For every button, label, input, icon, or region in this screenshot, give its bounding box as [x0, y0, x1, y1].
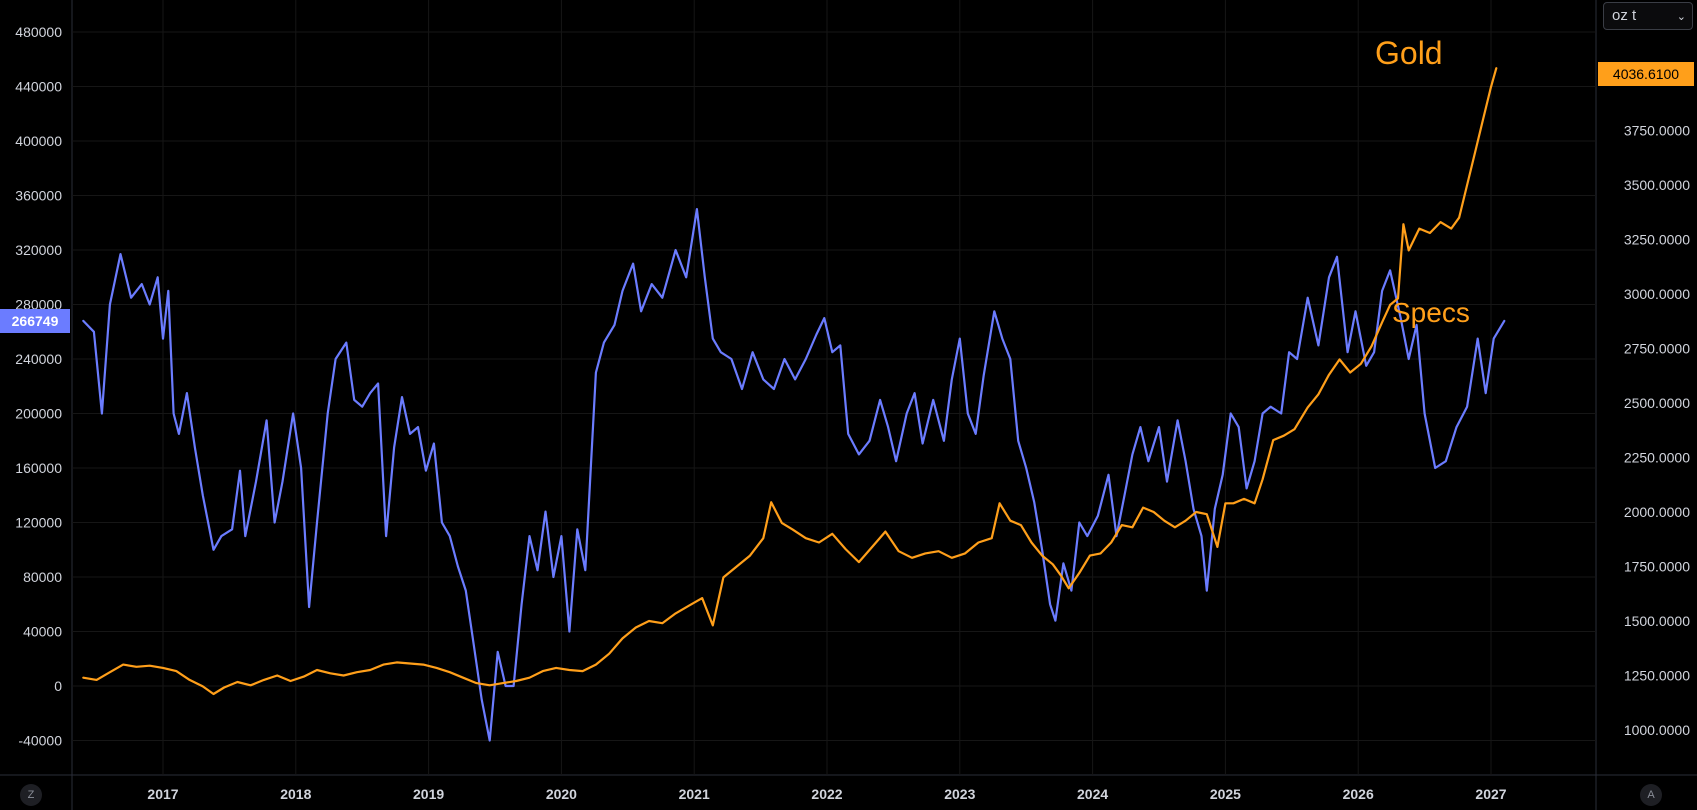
plot-area [82, 67, 1506, 742]
price-unit-label: oz t [1612, 7, 1637, 24]
left-axis-tick-label: 120000 [15, 515, 62, 531]
specs-last-value-bg [0, 309, 70, 333]
right-axis-tick-label: 3000.0000 [1624, 286, 1690, 302]
x-axis-tick-label: 2025 [1210, 786, 1241, 802]
left-axis-tick-label: 80000 [23, 569, 62, 585]
x-axis[interactable]: 2017 2018 2019 2020 2021 2022 2023 2024 2025 2026… [147, 786, 1506, 802]
x-axis-tick-label: 2017 [147, 786, 178, 802]
right-axis-tick-label: 1500.0000 [1624, 613, 1690, 629]
left-axis-tick-label: 160000 [15, 460, 62, 476]
left-axis-tick-label: 440000 [15, 79, 62, 95]
left-axis-tick-label: -40000 [18, 733, 62, 749]
x-axis-tick-label: 2020 [546, 786, 577, 802]
right-axis-tick-label: 3250.0000 [1624, 232, 1690, 248]
right-axis-tick-label: 1250.0000 [1624, 668, 1690, 684]
right-axis-tick-label: 2500.0000 [1624, 395, 1690, 411]
x-axis-tick-label: 2019 [413, 786, 444, 802]
x-axis-tick-label: 2023 [944, 786, 975, 802]
right-axis-tick-label: 2750.0000 [1624, 341, 1690, 357]
left-axis-tick-label: 0 [54, 678, 62, 694]
chevron-down-icon: ⌄ [1676, 11, 1686, 23]
left-axis-tick-label: 480000 [15, 24, 62, 40]
right-axis-tick-label: 2250.0000 [1624, 450, 1690, 466]
left-axis-tick-label: 400000 [15, 133, 62, 149]
left-axis-tick-label: 360000 [15, 188, 62, 204]
left-axis-tick-label: 200000 [15, 406, 62, 422]
left-axis-tick-label: 40000 [23, 624, 62, 640]
x-axis-tick-label: 2027 [1475, 786, 1506, 802]
specs-annotation: Specs [1392, 297, 1470, 328]
price-unit-selector[interactable]: oz t ⌄ [1603, 2, 1693, 30]
x-axis-tick-label: 2022 [811, 786, 842, 802]
right-axis[interactable]: 3750.0000 3500.0000 3250.0000 3000.0000 2750… [1624, 123, 1690, 739]
left-axis: 4800004400004000003600003200002800002400… [15, 24, 62, 749]
auto-scale-button[interactable]: A [1640, 784, 1662, 806]
right-axis-tick-label: 3500.0000 [1624, 177, 1690, 193]
gold-last-value-label: 4036.6100 [1613, 66, 1679, 82]
x-axis-tick-label: 2024 [1077, 786, 1108, 802]
gold-last-value-badge: 4036.6100 [1598, 62, 1694, 86]
left-axis-tick-label: 320000 [15, 242, 62, 258]
right-axis-tick-label: 2000.0000 [1624, 504, 1690, 520]
right-axis-tick-label: 3750.0000 [1624, 123, 1690, 139]
left-axis-tick-label: 280000 [15, 297, 62, 313]
x-axis-tick-label: 2018 [280, 786, 311, 802]
right-axis-tick-label: 1000.0000 [1624, 722, 1690, 738]
right-axis-tick-label: 1750.0000 [1624, 559, 1690, 575]
series-line-gold [82, 67, 1498, 696]
series-line-specs [82, 208, 1506, 742]
x-axis-tick-label: 2021 [679, 786, 710, 802]
specs-last-value-badge: 266749 [0, 309, 70, 333]
gold-annotation: Gold [1375, 35, 1443, 71]
gold-last-value-bg [1598, 62, 1694, 86]
x-axis-tick-label: 2026 [1343, 786, 1374, 802]
left-corner-button[interactable]: Z [20, 784, 42, 806]
left-axis-tick-label: 240000 [15, 351, 62, 367]
specs-last-value-label: 266749 [12, 313, 59, 329]
